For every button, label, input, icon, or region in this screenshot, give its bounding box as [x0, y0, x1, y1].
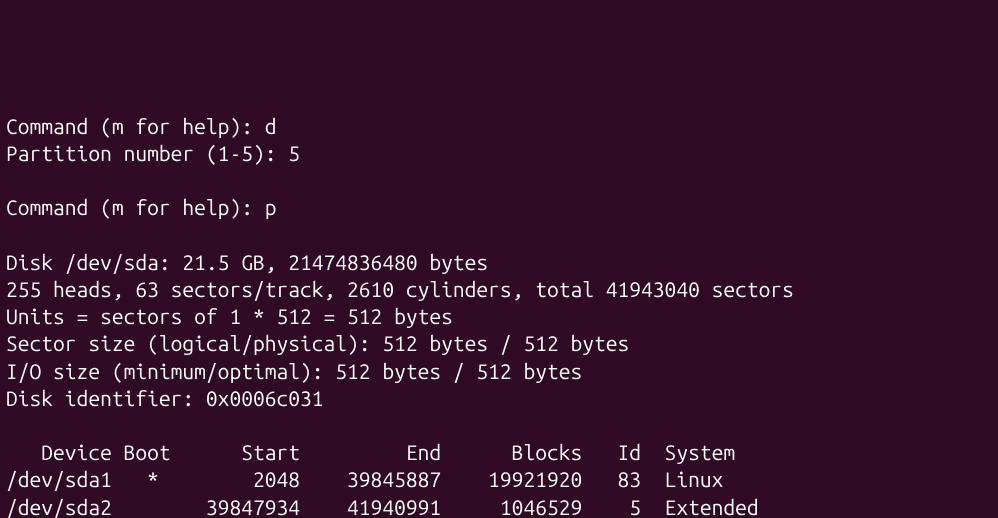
disk-info-line-4: Sector size (logical/physical): 512 byte…	[6, 330, 992, 357]
command-input-2[interactable]: p	[265, 195, 277, 219]
command-prompt-label-2: Command (m for help):	[6, 195, 265, 219]
disk-info-line-6: Disk identifier: 0x0006c031	[6, 385, 992, 412]
partition-input[interactable]: 5	[288, 141, 300, 165]
blank-line-1	[6, 167, 992, 194]
blank-line-2	[6, 222, 992, 249]
partition-table-header: Device Boot Start End Blocks Id System	[6, 439, 992, 466]
table-row: /dev/sda1 * 2048 39845887 19921920 83 Li…	[6, 466, 992, 493]
command-input-1[interactable]: d	[265, 114, 277, 138]
command-prompt-label: Command (m for help):	[6, 114, 265, 138]
disk-info-line-2: 255 heads, 63 sectors/track, 2610 cylind…	[6, 276, 992, 303]
partition-line: Partition number (1-5): 5	[6, 140, 992, 167]
disk-info-line-1: Disk /dev/sda: 21.5 GB, 21474836480 byte…	[6, 249, 992, 276]
disk-info-line-5: I/O size (minimum/optimal): 512 bytes / …	[6, 358, 992, 385]
disk-info-line-3: Units = sectors of 1 * 512 = 512 bytes	[6, 303, 992, 330]
partition-prompt-label: Partition number (1-5):	[6, 141, 288, 165]
blank-line-3	[6, 412, 992, 439]
table-row: /dev/sda2 39847934 41940991 1046529 5 Ex…	[6, 494, 992, 518]
cmd-line-1: Command (m for help): d	[6, 113, 992, 140]
cmd-line-2: Command (m for help): p	[6, 194, 992, 221]
